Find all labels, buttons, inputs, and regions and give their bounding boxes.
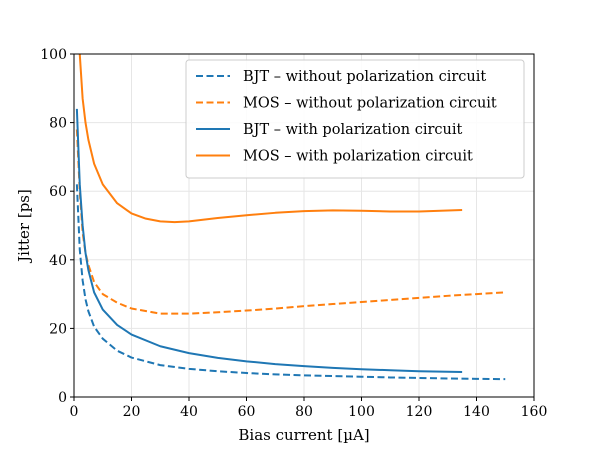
x-tick-label: 160 bbox=[521, 404, 548, 420]
series-line-3 bbox=[75, 108, 463, 373]
x-axis-label: Bias current [µA] bbox=[238, 426, 369, 444]
legend-label: MOS – without polarization circuit bbox=[243, 96, 497, 112]
y-tick-label: 60 bbox=[49, 184, 67, 200]
axis-ticks: 0 20 40 60 80 100 120 140 160 0 20 40 60 80 100 bbox=[40, 47, 547, 420]
legend-box bbox=[185, 59, 525, 179]
y-tick-label: 80 bbox=[49, 116, 67, 132]
x-tick-label: 60 bbox=[238, 404, 256, 420]
series-line-4 bbox=[78, 54, 463, 224]
x-tick-label: 140 bbox=[463, 404, 490, 420]
x-tick-label: 20 bbox=[123, 404, 141, 420]
y-tick-label: 100 bbox=[40, 47, 67, 63]
x-tick-label: 100 bbox=[348, 404, 375, 420]
legend: BJT – without polarization circuit MOS – … bbox=[185, 59, 525, 179]
x-tick-label: 40 bbox=[180, 404, 198, 420]
legend-label: BJT – without polarization circuit bbox=[243, 69, 486, 85]
x-tick-label: 120 bbox=[406, 404, 433, 420]
series-line-1 bbox=[75, 184, 506, 381]
y-tick-label: 0 bbox=[58, 390, 67, 406]
y-tick-label: 20 bbox=[49, 321, 67, 337]
legend-label: MOS – with polarization circuit bbox=[243, 149, 473, 165]
legend-label: BJT – with polarization circuit bbox=[243, 122, 463, 138]
x-tick-label: 80 bbox=[295, 404, 313, 420]
x-tick-label: 0 bbox=[70, 404, 79, 420]
y-tick-label: 40 bbox=[49, 253, 67, 269]
series-lines bbox=[75, 54, 506, 381]
y-axis-label: Jitter [ps] bbox=[15, 189, 33, 264]
